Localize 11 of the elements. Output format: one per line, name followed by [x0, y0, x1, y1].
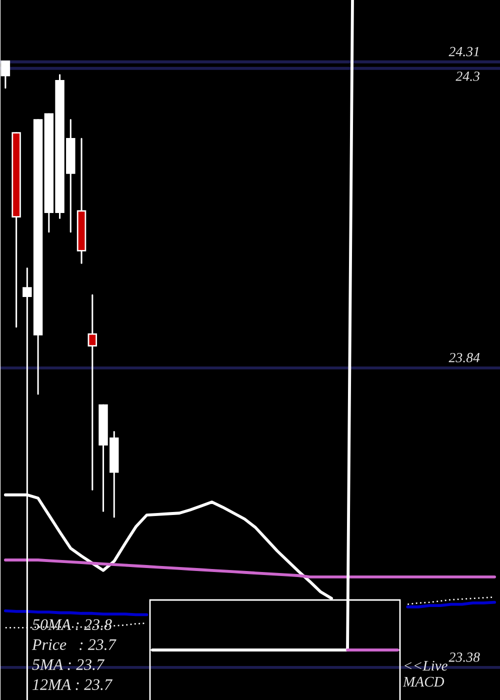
ref-line-label: 24.31 — [448, 46, 479, 56]
annotation: <<Live — [404, 660, 448, 671]
ref-line-label: 24.3 — [456, 72, 480, 81]
candlestick — [88, 294, 97, 490]
annotation: Price : 23.7 — [32, 639, 116, 650]
ref-line-label: 23.38 — [448, 652, 480, 662]
annotation: 50MA : 23.8 — [32, 619, 112, 630]
annotation: 12MA : 23.7 — [32, 679, 113, 690]
annotation: 5MA : 23.7 — [32, 659, 105, 670]
ref-line-label: 23.84 — [448, 352, 480, 362]
annotation: MACD — [402, 676, 444, 687]
